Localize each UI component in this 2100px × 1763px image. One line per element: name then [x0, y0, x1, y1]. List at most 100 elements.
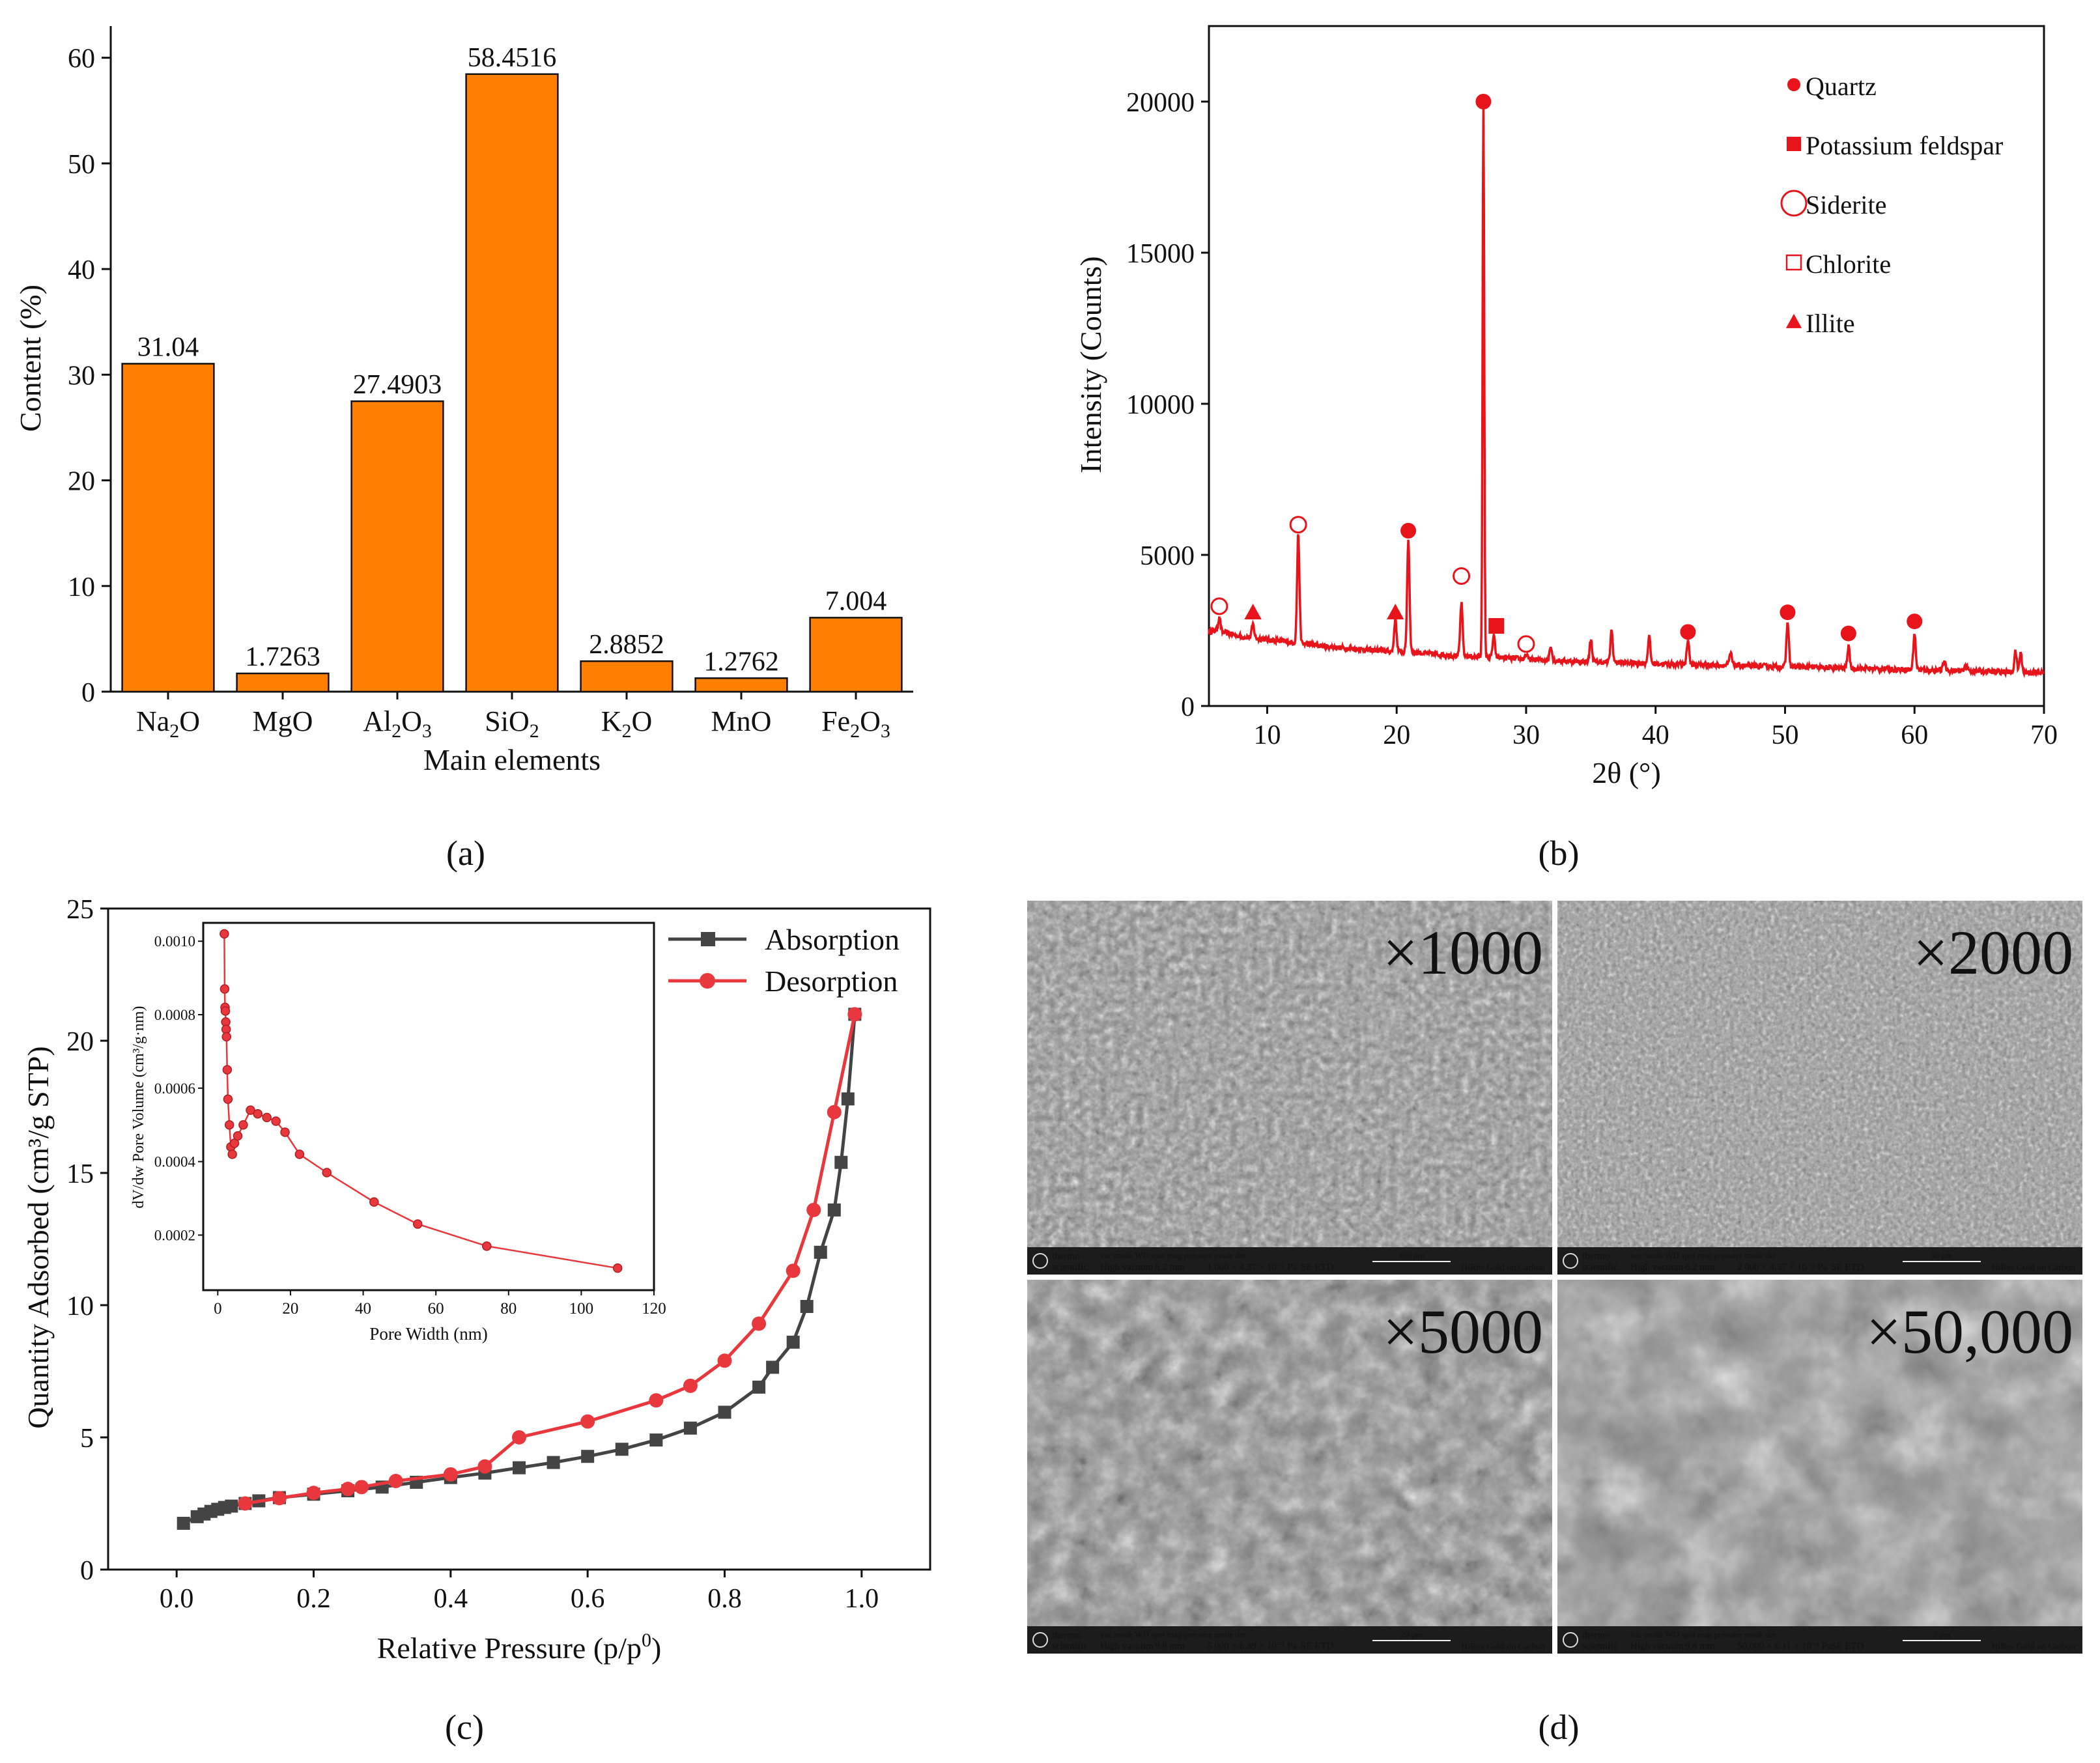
sem-info-bar	[1027, 1626, 1552, 1654]
sem-mag-pressure: 2 000 × 4.37 × 10⁻¹ Pa	[1737, 1262, 1827, 1273]
sem-brand-label: scientific	[1052, 1641, 1088, 1652]
series	[177, 1007, 862, 1530]
panel-label-c: (c)	[445, 1708, 484, 1747]
x-tick-labels: Na2O MgO Al2O3 SiO2 K2O MnO Fe2O3	[136, 692, 890, 742]
data-point	[272, 1491, 287, 1506]
x-tick-label: MnO	[711, 705, 772, 737]
inset-data-point	[224, 1120, 234, 1130]
y-tick-label: 50	[68, 150, 95, 180]
data-point	[847, 1007, 862, 1022]
y-tick-label: 10	[68, 572, 95, 602]
inset-data-point	[612, 1263, 623, 1273]
inset-y-tick-label: 0.0006	[154, 1080, 195, 1097]
inset-y-tick-label: 0.0002	[154, 1227, 195, 1243]
x-tick-label: 1.0	[845, 1584, 879, 1614]
phase-marker-open-circle	[1453, 567, 1471, 585]
label-part: Al	[363, 705, 391, 737]
sem-brand-label: thermo	[1052, 1251, 1080, 1262]
bar-value-label: 2.8852	[589, 630, 664, 660]
sem-scale-label: 100 μm	[1398, 1250, 1425, 1260]
sem-magnification-label: ×5000	[1383, 1297, 1543, 1366]
phase-marker-filled-triangle	[1387, 603, 1404, 619]
inset-y-tick-label: 0.0010	[154, 933, 195, 950]
marker-ring	[1517, 635, 1535, 653]
x-tick-label: 0.8	[707, 1584, 742, 1614]
inset-y-tick-label: 0.0008	[154, 1007, 195, 1023]
inset-y-axis-title: dV/dw Pore Volume (cm³/g·nm)	[130, 1006, 147, 1209]
data-point	[388, 1473, 403, 1488]
phase-marker-filled-circle	[1475, 94, 1492, 109]
y-tick-label: 0	[81, 678, 95, 708]
sem-vacuum-label: High vacuum	[1630, 1262, 1684, 1273]
sem-brand-label: thermo	[1582, 1251, 1610, 1262]
panel-label-b: (b)	[1539, 834, 1580, 873]
inset-data-point	[246, 1105, 255, 1115]
sem-brand-label: scientific	[1052, 1262, 1088, 1273]
data-point	[306, 1486, 321, 1501]
isotherm-chart-panel: 0.0 0.2 0.4 0.6 0.8 1.0 0 5 10 15 20 25 Absorption D…	[21, 895, 931, 1747]
phase-marker-filled-square	[1488, 618, 1505, 634]
inset-x-tick-label: 40	[355, 1300, 371, 1318]
bars: 31.04 1.7263 27.4903 58.4516 2.8852 1.2762 7.0…	[121, 43, 903, 693]
x-tick-label: 0.2	[296, 1584, 331, 1614]
sem-vacuum-label: High vacuum	[1100, 1262, 1154, 1273]
sem-vacuum-label: High vacuum	[1100, 1641, 1154, 1652]
x-tick-label: 10	[1253, 720, 1281, 750]
x-axis-title: Main elements	[423, 743, 601, 776]
inset-data-point	[294, 1149, 305, 1159]
y-axis-title: Content (%)	[14, 285, 47, 432]
sem-mode-det: SE ETD	[1301, 1262, 1334, 1273]
bar	[121, 363, 215, 693]
bar	[236, 672, 330, 693]
x-tick-label: 70	[2030, 720, 2058, 750]
y-tick-label: 10	[66, 1291, 94, 1321]
panel-label-d: (d)	[1539, 1708, 1580, 1747]
y-tick-label: 10000	[1126, 390, 1195, 420]
sem-mag-pressure: 1 000 × 4.37 × 10⁻¹ Pa	[1207, 1262, 1297, 1273]
sem-brand-label: scientific	[1582, 1262, 1618, 1273]
bar-value-label: 27.4903	[353, 370, 442, 400]
sem-magnification-label: ×50,000	[1866, 1297, 2073, 1366]
y-tick-label: 0	[1181, 692, 1195, 722]
label-part: SiO	[485, 705, 529, 737]
x-tick-label: 40	[1642, 720, 1669, 750]
legend-marker-filled-circle	[1787, 78, 1800, 91]
label-part: MnO	[711, 705, 772, 737]
y-tick-label: 0	[80, 1556, 94, 1586]
phase-marker-filled-circle	[1907, 614, 1923, 630]
sem-mag-pressure: 5 000 × 6.89 × 10⁻¹ Pa	[1207, 1641, 1297, 1652]
inset-data-point	[223, 1094, 233, 1104]
legend-label: Illite	[1806, 309, 1855, 338]
sem-sample-label: HiRes Gold on Carbon	[1991, 1263, 2075, 1273]
xrd-pattern-line	[1208, 105, 2045, 679]
sem-bar-headers: vac mode WD spot mag pressure mode det	[1100, 1629, 1246, 1639]
data-point	[834, 1155, 848, 1169]
label-part: MgO	[253, 705, 313, 737]
inset-data-point	[253, 1109, 262, 1119]
label-part: O	[401, 705, 422, 737]
label-part: Fe	[821, 705, 850, 737]
inset-x-axis-title: Pore Width (nm)	[369, 1324, 487, 1344]
legend-marker	[701, 932, 715, 946]
plot-frame	[1208, 25, 2045, 707]
inset-data-point	[271, 1116, 281, 1126]
data-point	[477, 1459, 492, 1474]
data-point	[786, 1335, 800, 1349]
inset-data-point	[227, 1149, 237, 1159]
sem-mode-det: SE ETD	[1831, 1641, 1864, 1652]
data-point	[841, 1092, 855, 1106]
label-subscript: 2	[169, 720, 179, 742]
data-point	[717, 1353, 732, 1368]
sem-brand-label: thermo	[1052, 1630, 1080, 1641]
sem-scale-label: 2 μm	[1933, 1629, 1951, 1639]
label-subscript: 2	[391, 720, 401, 742]
label-part: Na	[136, 705, 169, 737]
inset-x-tick-label: 100	[569, 1300, 594, 1318]
bar-value-label: 1.2762	[703, 647, 779, 677]
phase-marker-filled-circle	[1680, 624, 1696, 640]
sem-micrograph	[1557, 901, 2082, 1247]
inset-data-point	[233, 1131, 243, 1141]
